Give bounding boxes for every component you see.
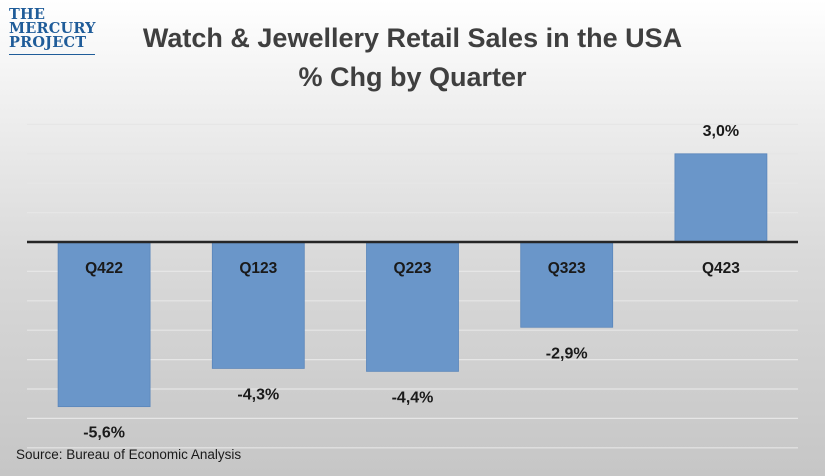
bar-q423: [674, 153, 768, 243]
chart-title: Watch & Jewellery Retail Sales in the US…: [142, 23, 683, 53]
data-label: -5,6%: [83, 425, 125, 442]
logo-line-1: THE: [9, 6, 46, 23]
data-label: -2,9%: [546, 345, 588, 362]
category-label: Q223: [394, 260, 432, 277]
labels: Q422 -5,6% Q123 -4,3% Q223 -4,4% Q323 -2,9% Q423…: [83, 123, 740, 442]
gridlines: [27, 123, 798, 449]
category-label: Q422: [85, 260, 123, 277]
logo-line-2: MERCURY: [9, 20, 96, 37]
data-label: -4,4%: [392, 389, 434, 406]
source-note: Source: Bureau of Economic Analysis: [16, 447, 242, 462]
bar-q223: [366, 241, 459, 372]
chart-subtitle: % Chg by Quarter: [298, 62, 527, 92]
mercury-project-logo: THE MERCURY PROJECT: [9, 6, 97, 55]
logo-underline: [9, 54, 95, 55]
data-label: 3,0%: [703, 123, 739, 140]
category-label: Q123: [239, 260, 277, 277]
category-label: Q323: [548, 260, 586, 277]
bar-q323: [520, 241, 614, 328]
bars: [57, 153, 768, 408]
category-label: Q423: [702, 260, 740, 277]
logo-line-3: PROJECT: [9, 34, 87, 51]
data-label: -4,3%: [237, 386, 279, 403]
